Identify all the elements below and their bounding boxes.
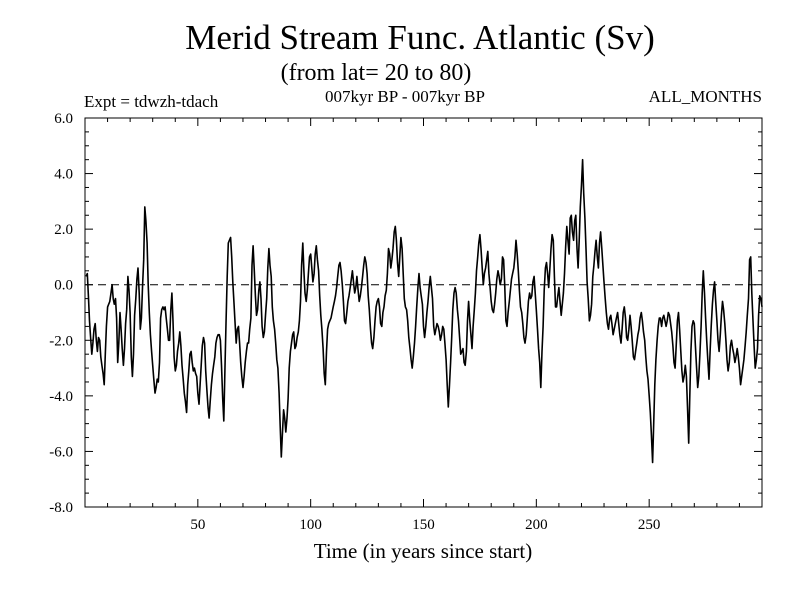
months-label: ALL_MONTHS (648, 87, 762, 106)
y-tick-label: 6.0 (54, 111, 73, 127)
chart-subtitle: (from lat= 20 to 80) (280, 60, 472, 86)
y-tick-label: -4.0 (49, 389, 73, 405)
y-tick-label: -8.0 (49, 500, 73, 516)
experiment-label: Expt = tdwzh-tdach (84, 92, 219, 111)
x-tick-label: 100 (299, 517, 322, 533)
axis-ticks (85, 118, 762, 507)
x-axis-label: Time (in years since start) (313, 539, 533, 563)
y-tick-label: -6.0 (49, 444, 73, 460)
y-tick-label: -2.0 (49, 333, 73, 349)
period-label: 007kyr BP - 007kyr BP (325, 87, 485, 106)
axis-tick-labels: 50 100 150 200 250 -8.0 -6.0 -4.0 -2.0 0.0 2.0 4.0 6… (49, 111, 660, 533)
chart-title: Merid Stream Func. Atlantic (Sv) (185, 18, 655, 57)
x-tick-label: 250 (638, 517, 661, 533)
y-tick-label: 2.0 (54, 222, 73, 238)
y-tick-label: 4.0 (54, 167, 73, 183)
series-line (85, 158, 763, 464)
x-tick-label: 150 (412, 517, 435, 533)
x-tick-label: 50 (190, 517, 205, 533)
y-tick-label: 0.0 (54, 278, 73, 294)
x-tick-label: 200 (525, 517, 548, 533)
